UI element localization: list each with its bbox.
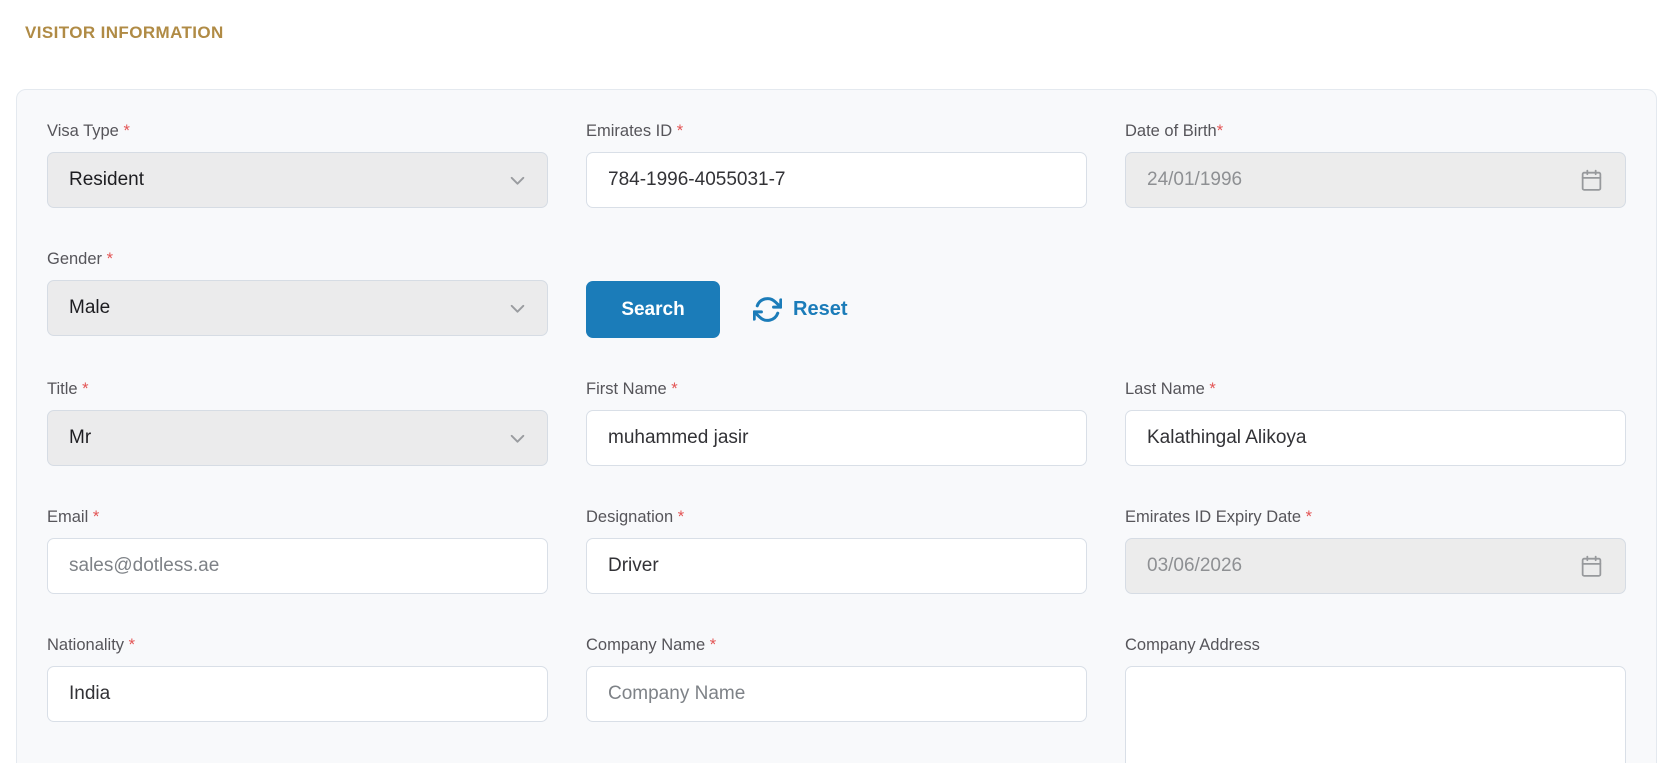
field-company-address: Company Address — [1125, 636, 1626, 763]
chevron-down-icon — [509, 300, 526, 317]
field-nationality: Nationality * — [47, 636, 548, 763]
nationality-input — [47, 666, 548, 722]
date-of-birth-field: 24/01/1996 — [1125, 152, 1626, 208]
field-gender: Gender * Male — [47, 250, 548, 338]
field-visa-type: Visa Type * Resident — [47, 122, 548, 208]
required-asterisk: * — [1301, 508, 1313, 526]
gender-select[interactable]: Male — [47, 280, 548, 336]
calendar-icon — [1579, 554, 1604, 579]
calendar-icon — [1579, 168, 1604, 193]
chevron-down-icon — [509, 430, 526, 447]
required-asterisk: * — [1216, 122, 1224, 140]
emirates-id-label-text: Emirates ID — [586, 122, 673, 140]
required-asterisk: * — [118, 122, 130, 140]
required-asterisk: * — [705, 636, 717, 654]
title-label-text: Title — [47, 380, 78, 398]
emirates-id-expiry-value: 03/06/2026 — [1147, 555, 1243, 576]
spacer — [1125, 250, 1626, 338]
emirates-id-input — [586, 152, 1087, 208]
required-asterisk: * — [672, 122, 684, 140]
required-asterisk: * — [77, 380, 89, 398]
designation-label: Designation * — [586, 508, 1087, 527]
visa-type-select[interactable]: Resident — [47, 152, 548, 208]
field-email: Email * — [47, 508, 548, 594]
email-label: Email * — [47, 508, 548, 527]
required-asterisk: * — [1204, 380, 1216, 398]
last-name-label-text: Last Name — [1125, 380, 1205, 398]
last-name-label: Last Name * — [1125, 380, 1626, 399]
visa-type-label-text: Visa Type — [47, 122, 119, 140]
field-company-name: Company Name * — [586, 636, 1087, 763]
date-of-birth-label: Date of Birth* — [1125, 122, 1626, 141]
company-address-field[interactable] — [1125, 666, 1626, 763]
visitor-information-card: Visa Type * Resident Emirates ID * Date … — [16, 89, 1657, 763]
required-asterisk: * — [666, 380, 678, 398]
emirates-id-expiry-field: 03/06/2026 — [1125, 538, 1626, 594]
company-name-field[interactable] — [586, 666, 1087, 722]
title-value: Mr — [69, 427, 92, 448]
field-last-name: Last Name * — [1125, 380, 1626, 466]
date-of-birth-value: 24/01/1996 — [1147, 169, 1243, 190]
chevron-down-icon — [509, 172, 526, 189]
visa-type-value: Resident — [69, 169, 144, 190]
company-address-label-text: Company Address — [1125, 636, 1260, 654]
gender-label-text: Gender — [47, 250, 103, 268]
company-name-label-text: Company Name — [586, 636, 706, 654]
field-first-name: First Name * — [586, 380, 1087, 466]
title-label: Title * — [47, 380, 548, 399]
email-label-text: Email — [47, 508, 89, 526]
emirates-id-expiry-label-text: Emirates ID Expiry Date — [1125, 508, 1302, 526]
field-emirates-id-expiry: Emirates ID Expiry Date * 03/06/2026 — [1125, 508, 1626, 594]
field-title: Title * Mr — [47, 380, 548, 466]
visa-type-label: Visa Type * — [47, 122, 548, 141]
reset-label: Reset — [793, 298, 848, 320]
date-of-birth-label-text: Date of Birth — [1125, 122, 1217, 140]
first-name-input — [586, 410, 1087, 466]
emirates-id-label: Emirates ID * — [586, 122, 1087, 141]
gender-value: Male — [69, 297, 111, 318]
nationality-label: Nationality * — [47, 636, 548, 655]
designation-field[interactable] — [586, 538, 1087, 594]
email-field[interactable] — [47, 538, 548, 594]
company-name-label: Company Name * — [586, 636, 1087, 655]
first-name-label-text: First Name — [586, 380, 667, 398]
required-asterisk: * — [88, 508, 100, 526]
designation-label-text: Designation — [586, 508, 674, 526]
last-name-input — [1125, 410, 1626, 466]
nationality-label-text: Nationality — [47, 636, 125, 654]
required-asterisk: * — [673, 508, 685, 526]
field-designation: Designation * — [586, 508, 1087, 594]
page-title: VISITOR INFORMATION — [25, 23, 224, 42]
gender-label: Gender * — [47, 250, 548, 269]
title-select[interactable]: Mr — [47, 410, 548, 466]
search-actions: Search Reset — [586, 281, 1087, 338]
required-asterisk: * — [124, 636, 136, 654]
reset-button[interactable]: Reset — [753, 295, 847, 324]
field-date-of-birth: Date of Birth* 24/01/1996 — [1125, 122, 1626, 208]
field-emirates-id: Emirates ID * — [586, 122, 1087, 208]
visitor-form-grid: Visa Type * Resident Emirates ID * Date … — [47, 122, 1626, 763]
company-address-label: Company Address — [1125, 636, 1626, 655]
required-asterisk: * — [102, 250, 114, 268]
first-name-label: First Name * — [586, 380, 1087, 399]
search-button[interactable]: Search — [586, 281, 720, 338]
emirates-id-expiry-label: Emirates ID Expiry Date * — [1125, 508, 1626, 527]
refresh-icon — [753, 295, 782, 324]
